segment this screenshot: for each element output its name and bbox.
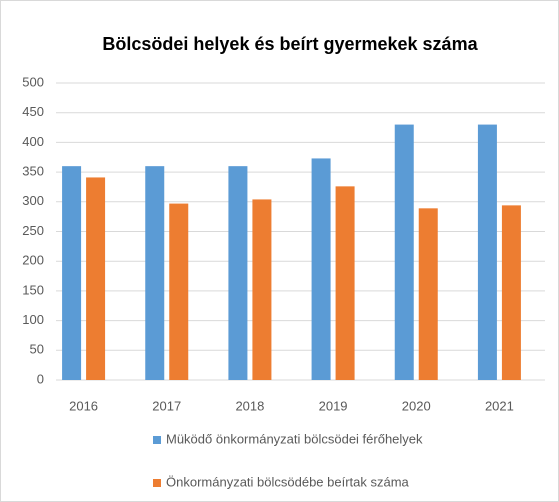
legend-label: Önkormányzati bölcsödébe beírtak száma <box>166 474 410 489</box>
legend-label: Müködő önkormányzati bölcsödei férőhelye… <box>166 431 423 446</box>
y-tick-label: 100 <box>22 312 44 327</box>
y-tick-label: 450 <box>22 104 44 119</box>
y-tick-label: 500 <box>22 74 44 89</box>
x-tick-label: 2020 <box>402 398 431 413</box>
y-tick-label: 350 <box>22 164 44 179</box>
bar <box>394 124 414 380</box>
bar <box>228 166 248 380</box>
y-tick-label: 0 <box>37 371 44 386</box>
bar <box>252 199 272 380</box>
bar <box>418 208 438 380</box>
y-tick-label: 50 <box>30 342 44 357</box>
x-tick-label: 2019 <box>319 398 348 413</box>
y-tick-label: 150 <box>22 282 44 297</box>
bar <box>501 205 521 380</box>
y-tick-label: 400 <box>22 134 44 149</box>
y-tick-label: 200 <box>22 253 44 268</box>
bar <box>169 203 189 380</box>
bar <box>477 124 497 380</box>
x-tick-label: 2016 <box>69 398 98 413</box>
x-tick-label: 2017 <box>152 398 181 413</box>
bar <box>62 166 82 380</box>
bar <box>86 177 106 380</box>
chart-title: Bölcsödei helyek és beírt gyermekek szám… <box>102 34 478 54</box>
x-tick-label: 2021 <box>485 398 514 413</box>
bar <box>311 158 331 380</box>
y-tick-label: 300 <box>22 193 44 208</box>
x-tick-label: 2018 <box>235 398 264 413</box>
bar <box>335 186 355 380</box>
y-tick-label: 250 <box>22 223 44 238</box>
bar <box>145 166 165 380</box>
legend-swatch <box>153 479 161 487</box>
legend-swatch <box>153 436 161 444</box>
